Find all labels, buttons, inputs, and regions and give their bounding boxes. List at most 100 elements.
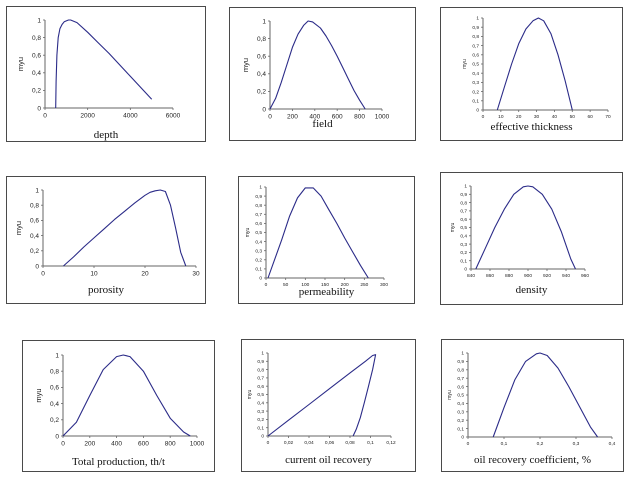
y-tick-label: 0,2 [50, 417, 59, 424]
y-tick-label: 0,8 [457, 367, 464, 373]
y-tick-label: 0,1 [460, 258, 467, 264]
y-tick-label: 1 [35, 187, 39, 194]
chart-panel-total-production: 0 0,2 0,4 0,6 0,8 1 0 200 400 600 800 1000 myu Total … [22, 340, 215, 472]
x-tick-label: 200 [341, 282, 349, 288]
x-axis-label: density [515, 284, 548, 296]
y-tick-label: 0,6 [30, 218, 39, 225]
y-tick-label: 0,4 [50, 401, 59, 408]
x-tick-label: 300 [380, 282, 388, 288]
x-tick-label: 30 [534, 114, 540, 120]
y-tick-label: 0,2 [257, 89, 266, 96]
y-tick-label: 0,2 [257, 417, 264, 423]
chart-panel-density: 0 0,1 0,2 0,3 0,4 0,5 0,6 0,7 0,8 0,9 1 840 860 880 90… [440, 172, 623, 305]
x-tick-label: 900 [524, 273, 532, 279]
x-tick-label: 0 [41, 271, 45, 278]
y-tick-label: 0,6 [460, 217, 467, 223]
x-tick-label: 20 [141, 271, 149, 278]
y-axis-label: myu [241, 58, 250, 72]
x-tick-label: 10 [498, 114, 504, 120]
series-line [267, 187, 369, 279]
chart-svg: 0 0,1 0,2 0,3 0,4 0,5 0,6 0,7 0,8 0,9 1 0 50 100 150 20… [245, 185, 388, 288]
chart-panel-current-oil-recovery: 0 0,1 0,2 0,3 0,4 0,5 0,6 0,7 0,8 0,9 1 0 0,02 0,04 0,… [241, 339, 416, 472]
x-tick-label: 940 [562, 273, 570, 279]
chart-panel-porosity: 0 0,2 0,4 0,6 0,8 1 0 10 20 30 myu porosity [6, 176, 206, 304]
y-axis-label: myu [247, 389, 253, 399]
y-tick-label: 0,8 [257, 36, 266, 43]
x-tick-label: 0,06 [325, 440, 335, 446]
y-tick-label: 0,9 [255, 194, 262, 200]
y-tick-label: 0,6 [255, 221, 262, 227]
y-axis-label: myu [34, 388, 43, 402]
x-tick-label: 20 [516, 114, 522, 120]
y-tick-label: 0,4 [457, 401, 464, 407]
x-tick-label: 200 [84, 441, 95, 448]
x-tick-label: 0,2 [537, 441, 544, 447]
x-tick-label: 920 [543, 273, 551, 279]
y-tick-label: 1 [55, 352, 59, 359]
chart-panel-oil-recovery-coefficient: 0 0,1 0,2 0,3 0,4 0,5 0,6 0,7 0,8 0,9 1 0 0,1 0,2 0,3 0… [441, 339, 624, 472]
x-tick-label: 0 [267, 440, 270, 446]
y-tick-label: 0,3 [457, 409, 464, 415]
y-axis-label: myu [462, 59, 468, 69]
x-tick-label: 860 [486, 273, 494, 279]
y-tick-label: 0,3 [257, 409, 264, 415]
y-tick-label: 0 [37, 105, 41, 112]
x-tick-label: 0 [43, 113, 47, 120]
y-tick-label: 0,8 [257, 367, 264, 373]
x-tick-label: 0,3 [573, 441, 580, 447]
series-line [496, 17, 573, 111]
y-tick-label: 0,4 [255, 239, 262, 245]
y-tick-label: 0 [261, 434, 264, 440]
chart-svg: 0 0,2 0,4 0,6 0,8 1 0 200 400 600 800 1000 myu [241, 18, 390, 121]
y-tick-label: 0 [461, 435, 464, 441]
y-tick-label: 0,2 [460, 250, 467, 256]
x-tick-label: 800 [165, 441, 176, 448]
x-tick-label: 400 [309, 114, 320, 121]
chart-svg: 0 0,1 0,2 0,3 0,4 0,5 0,6 0,7 0,8 0,9 1 840 860 880 90… [450, 184, 589, 279]
x-tick-label: 100 [301, 282, 309, 288]
y-tick-label: 0,4 [32, 70, 41, 77]
x-axis-label: Total production, th/t [71, 456, 166, 468]
x-tick-label: 0,02 [284, 440, 294, 446]
y-tick-label: 0,8 [460, 200, 467, 206]
x-tick-label: 0,08 [345, 440, 355, 446]
x-tick-label: 880 [505, 273, 513, 279]
chart-svg: 00,10,20,30,40,50,60,70,80,910 10 20 30 40 50… [462, 16, 611, 120]
y-tick-label: 0,8 [50, 368, 59, 375]
y-tick-label: 0,7 [257, 376, 264, 382]
y-tick-label: 0,7 [472, 43, 479, 49]
y-tick-label: 0,6 [257, 53, 266, 60]
x-tick-label: 0,04 [304, 440, 314, 446]
x-tick-label: 10 [90, 271, 98, 278]
x-tick-label: 50 [283, 282, 289, 288]
y-tick-label: 0,8 [30, 202, 39, 209]
x-tick-label: 30 [192, 271, 200, 278]
y-tick-label: 0,6 [457, 384, 464, 390]
x-tick-label: 0 [467, 441, 470, 447]
y-tick-label: 0,8 [32, 35, 41, 42]
series-line [475, 185, 576, 270]
y-axis-label: myu [450, 222, 456, 232]
y-tick-label: 0,6 [50, 385, 59, 392]
y-tick-label: 0,8 [255, 203, 262, 209]
chart-panel-field: 0 0,2 0,4 0,6 0,8 1 0 200 400 600 800 1000 myu field [229, 7, 416, 141]
y-tick-label: 0 [262, 106, 266, 113]
series-line [55, 19, 153, 109]
y-tick-label: 0,3 [255, 248, 262, 254]
y-tick-label: 0,9 [460, 192, 467, 198]
x-tick-label: 0 [482, 114, 485, 120]
chart-svg: 0 0,1 0,2 0,3 0,4 0,5 0,6 0,7 0,8 0,9 1 0 0,1 0,2 0,3 0… [447, 351, 616, 447]
y-tick-label: 0,4 [257, 400, 264, 406]
y-tick-label: 0,1 [472, 98, 479, 104]
y-tick-label: 0,1 [257, 425, 264, 431]
x-tick-label: 200 [287, 114, 298, 121]
y-tick-label: 0,5 [257, 392, 264, 398]
x-tick-label: 600 [138, 441, 149, 448]
y-axis-label: myu [447, 390, 453, 400]
y-tick-label: 0 [464, 267, 467, 273]
x-tick-label: 0,1 [367, 440, 374, 446]
y-tick-label: 0,2 [30, 248, 39, 255]
y-tick-label: 0,6 [257, 384, 264, 390]
y-tick-label: 0 [55, 433, 59, 440]
